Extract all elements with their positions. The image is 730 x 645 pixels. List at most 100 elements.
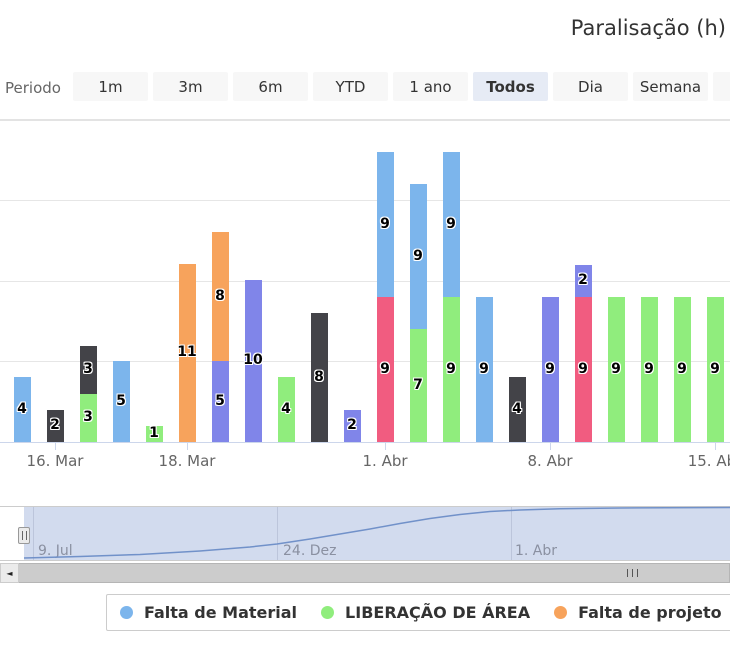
x-axis-label: 15. Abr: [687, 452, 730, 470]
bar-segment[interactable]: [211, 232, 229, 361]
bar-value-label: 5: [116, 393, 126, 409]
x-axis-line: [0, 442, 730, 443]
bar-segment[interactable]: [541, 297, 559, 442]
bar-segment[interactable]: [112, 361, 130, 442]
bar-value-label: 2: [347, 417, 357, 433]
legend-label: LIBERAÇÃO DE ÁREA: [345, 603, 531, 622]
legend-label: Falta de projeto: [578, 603, 722, 622]
navigator-axis-label: 24. Dez: [283, 543, 337, 559]
legend-marker-icon: [321, 606, 335, 619]
bar-segment[interactable]: [574, 297, 592, 442]
bar-segment[interactable]: [376, 297, 394, 442]
bar-segment[interactable]: [442, 152, 460, 297]
bar-segment[interactable]: [46, 410, 64, 442]
bar-segment[interactable]: [409, 329, 427, 442]
x-axis-tick: [55, 443, 56, 450]
bar-value-label: 9: [446, 361, 456, 377]
bar-segment[interactable]: [607, 297, 625, 442]
bar-value-label: 2: [578, 272, 588, 288]
x-axis-tick: [715, 443, 716, 450]
range-button-6m[interactable]: 6m: [233, 72, 308, 101]
gridline-5: [0, 361, 730, 362]
x-axis-tick: [385, 443, 386, 450]
bar-value-label: 4: [512, 401, 522, 417]
bar-segment[interactable]: [79, 394, 97, 442]
navigator-series-line: [23, 506, 730, 559]
bar-value-label: 11: [177, 344, 197, 360]
bar-value-label: 9: [479, 361, 489, 377]
bar-value-label: 4: [17, 401, 27, 417]
bar-segment[interactable]: [310, 313, 328, 442]
bar-segment[interactable]: [442, 297, 460, 442]
navigator-outline-bottom: [0, 560, 730, 561]
range-button-ytd[interactable]: YTD: [313, 72, 388, 101]
bar-segment[interactable]: [706, 297, 724, 442]
bar-segment[interactable]: [640, 297, 658, 442]
scrollbar-left-arrow-icon[interactable]: ◄: [0, 563, 19, 583]
range-button-semana[interactable]: Semana: [633, 72, 708, 101]
navigator-axis-label: 1. Abr: [515, 543, 558, 559]
bar-segment[interactable]: [508, 377, 526, 442]
navigator-gridline: [511, 507, 512, 560]
chart-title: Paralisação (h): [570, 16, 726, 40]
range-button-todos[interactable]: Todos: [473, 72, 548, 101]
bar-value-label: 9: [578, 361, 588, 377]
scrollbar-track[interactable]: [18, 563, 730, 583]
legend-marker-icon: [554, 606, 568, 619]
navigator-gridline: [277, 507, 278, 560]
gridline-15: [0, 200, 730, 201]
bar-value-label: 9: [380, 216, 390, 232]
bar-segment[interactable]: [178, 264, 196, 442]
bar-segment[interactable]: [13, 377, 31, 442]
legend-item[interactable]: LIBERAÇÃO DE ÁREA: [321, 603, 530, 622]
navigator-axis-label: 9. Jul: [38, 543, 73, 559]
range-button-3m[interactable]: 3m: [153, 72, 228, 101]
range-button-1-ano[interactable]: 1 ano: [393, 72, 468, 101]
period-label: Periodo: [5, 79, 61, 97]
x-axis-tick: [187, 443, 188, 450]
x-axis-label: 18. Mar: [158, 452, 216, 470]
bar-value-label: 7: [413, 377, 423, 393]
navigator-selected-range[interactable]: [24, 507, 730, 560]
bar-value-label: 9: [446, 216, 456, 232]
x-axis-label: 8. Abr: [527, 452, 573, 470]
navigator-left-handle-icon[interactable]: [18, 527, 30, 544]
bar-segment[interactable]: [673, 297, 691, 442]
x-axis-tick: [550, 443, 551, 450]
bar-value-label: 10: [243, 352, 263, 368]
navigator-gridline: [33, 507, 34, 560]
x-axis-label: 1. Abr: [362, 452, 408, 470]
range-button-dia[interactable]: Dia: [553, 72, 628, 101]
bar-segment[interactable]: [574, 265, 592, 297]
x-axis-label: 16. Mar: [26, 452, 84, 470]
bar-value-label: 8: [314, 369, 324, 385]
bar-segment[interactable]: [475, 297, 493, 442]
bar-segment[interactable]: [409, 184, 427, 329]
bar-segment[interactable]: [343, 410, 361, 442]
range-button-1m[interactable]: 1m: [73, 72, 148, 101]
bar-value-label: 3: [83, 361, 93, 377]
bar-segment[interactable]: [211, 361, 229, 442]
bar-segment[interactable]: [79, 346, 97, 394]
bar-value-label: 9: [380, 361, 390, 377]
bar-value-label: 9: [545, 361, 555, 377]
bar-value-label: 9: [644, 361, 654, 377]
bar-segment[interactable]: [145, 426, 163, 442]
legend-item[interactable]: Falta de Material: [120, 603, 297, 622]
bar-value-label: 8: [215, 288, 225, 304]
bar-value-label: 3: [83, 409, 93, 425]
bar-value-label: 4: [281, 401, 291, 417]
gridline-20: [0, 119, 730, 121]
bar-segment[interactable]: [277, 377, 295, 442]
legend-label: Falta de Material: [144, 603, 298, 622]
bar-value-label: 2: [50, 417, 60, 433]
range-button-partial[interactable]: [713, 72, 730, 101]
bar-segment[interactable]: [244, 280, 262, 442]
bar-value-label: 1: [149, 425, 159, 441]
navigator-outline: [0, 506, 730, 507]
bar-value-label: 5: [215, 393, 225, 409]
legend-item[interactable]: Falta de projeto: [554, 603, 722, 622]
gridline-10: [0, 281, 730, 282]
bar-segment[interactable]: [376, 152, 394, 297]
